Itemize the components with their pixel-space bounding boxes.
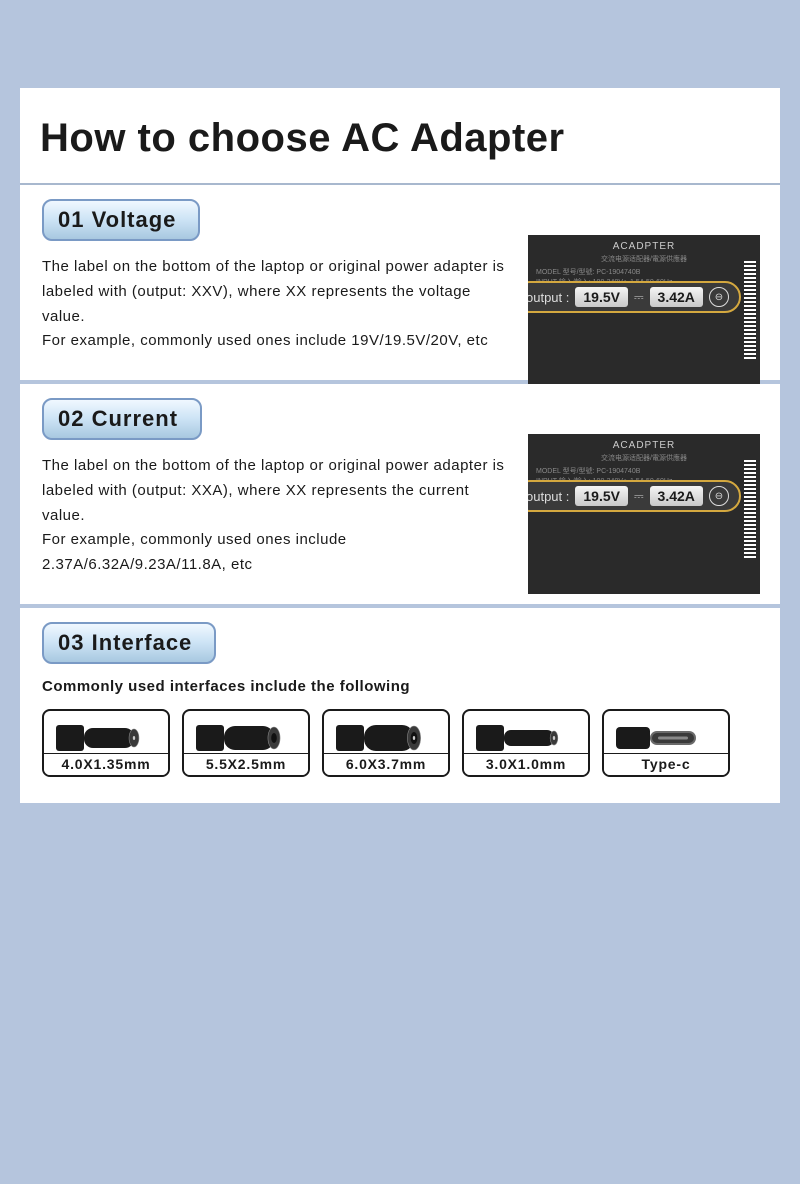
section-content: The label on the bottom of the laptop or… <box>20 241 780 380</box>
dc-symbol-icon: ⎓ <box>634 291 644 303</box>
section-interface: 03 Interface Commonly used interfaces inc… <box>20 608 780 803</box>
connector-label: Type-c <box>604 753 728 775</box>
output-label: output : <box>528 290 569 305</box>
polarity-icon: ⊖ <box>709 287 729 307</box>
barcode <box>744 458 756 558</box>
current-value: 3.42A <box>650 287 703 307</box>
connector-frame: 6.0X3.7mm <box>322 709 450 777</box>
connector-label: 6.0X3.7mm <box>324 753 448 775</box>
adapter-label-sticker: ACADPTER交流电源适配器/電源供應器MODEL 型号/型號: PC-190… <box>528 434 760 594</box>
infographic-panel: How to choose AC Adapter 01 Voltage The l… <box>20 88 780 803</box>
connector-label: 3.0X1.0mm <box>464 753 588 775</box>
section-tab: 02 Current <box>42 398 202 440</box>
connector-frame: 5.5X2.5mm <box>182 709 310 777</box>
connector-label: 5.5X2.5mm <box>184 753 308 775</box>
connector-frame: 4.0X1.35mm <box>42 709 170 777</box>
header: How to choose AC Adapter <box>20 88 780 185</box>
connector-row: 4.0X1.35mm 5.5X2.5mm 6.0X3.7mm 3.0X1.0mm… <box>42 709 760 777</box>
connector-item: 3.0X1.0mm <box>462 709 590 777</box>
barcode <box>744 259 756 359</box>
section-tab: 01 Voltage <box>42 199 200 241</box>
voltage-value: 19.5V <box>575 287 628 307</box>
page-title: How to choose AC Adapter <box>40 116 760 161</box>
output-callout-badge: output : 19.5V ⎓ 3.42A ⊖ <box>528 281 741 313</box>
description-text: The label on the bottom of the laptop or… <box>42 454 512 578</box>
voltage-value: 19.5V <box>575 486 628 506</box>
section-voltage: 01 Voltage The label on the bottom of the… <box>20 185 780 384</box>
adapter-illustration: ACADPTER交流电源适配器/電源供應器MODEL 型号/型號: PC-190… <box>528 255 760 354</box>
connector-frame: Type-c <box>602 709 730 777</box>
current-value: 3.42A <box>650 486 703 506</box>
connector-item: 5.5X2.5mm <box>182 709 310 777</box>
section-tab: 03 Interface <box>42 622 216 664</box>
connector-label: 4.0X1.35mm <box>44 753 168 775</box>
output-callout-badge: output : 19.5V ⎓ 3.42A ⊖ <box>528 480 741 512</box>
section-current: 02 Current The label on the bottom of the… <box>20 384 780 608</box>
interface-intro: Commonly used interfaces include the fol… <box>42 678 760 695</box>
adapter-label-sticker: ACADPTER交流电源适配器/電源供應器MODEL 型号/型號: PC-190… <box>528 235 760 395</box>
interface-content: Commonly used interfaces include the fol… <box>20 664 780 803</box>
dc-symbol-icon: ⎓ <box>634 490 644 502</box>
connector-item: Type-c <box>602 709 730 777</box>
connector-item: 6.0X3.7mm <box>322 709 450 777</box>
connector-item: 4.0X1.35mm <box>42 709 170 777</box>
description-text: The label on the bottom of the laptop or… <box>42 255 512 354</box>
output-label: output : <box>528 489 569 504</box>
polarity-icon: ⊖ <box>709 486 729 506</box>
section-content: The label on the bottom of the laptop or… <box>20 440 780 604</box>
adapter-illustration: ACADPTER交流电源适配器/電源供應器MODEL 型号/型號: PC-190… <box>528 454 760 578</box>
connector-frame: 3.0X1.0mm <box>462 709 590 777</box>
